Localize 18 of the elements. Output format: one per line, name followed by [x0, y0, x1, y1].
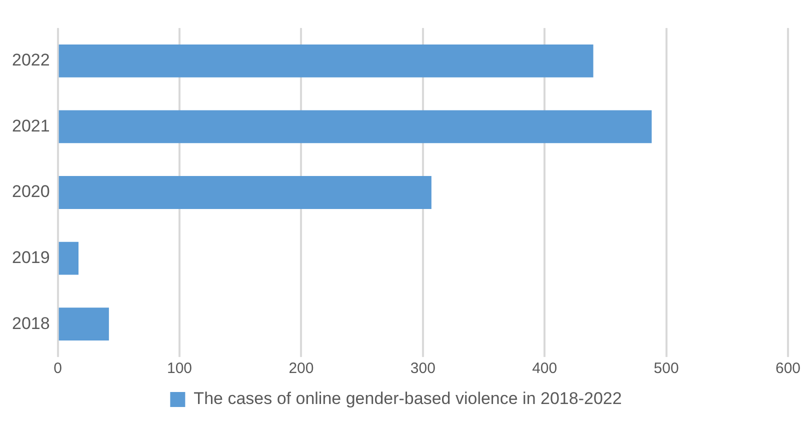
y-tick-label: 2018: [12, 314, 50, 333]
bar: [58, 242, 79, 275]
x-tick-label: 600: [775, 360, 801, 378]
x-tick-label: 100: [167, 360, 192, 378]
x-tick-label: 400: [532, 360, 558, 378]
bar: [58, 110, 652, 144]
x-tick-label: 300: [410, 360, 436, 378]
y-tick-label: 2021: [12, 116, 50, 136]
x-tick-label: 500: [654, 360, 679, 378]
y-tick-label: 2022: [12, 50, 50, 70]
y-tick-label: 2020: [12, 182, 50, 202]
x-tick-label: 0: [54, 360, 62, 378]
legend-label: The cases of online gender-based violence in 2018-2022: [194, 389, 622, 408]
y-tick-label: 2019: [12, 248, 50, 267]
bar: [58, 176, 432, 209]
bar: [58, 308, 109, 341]
bar: [58, 44, 594, 78]
x-tick-label: 200: [288, 360, 314, 378]
